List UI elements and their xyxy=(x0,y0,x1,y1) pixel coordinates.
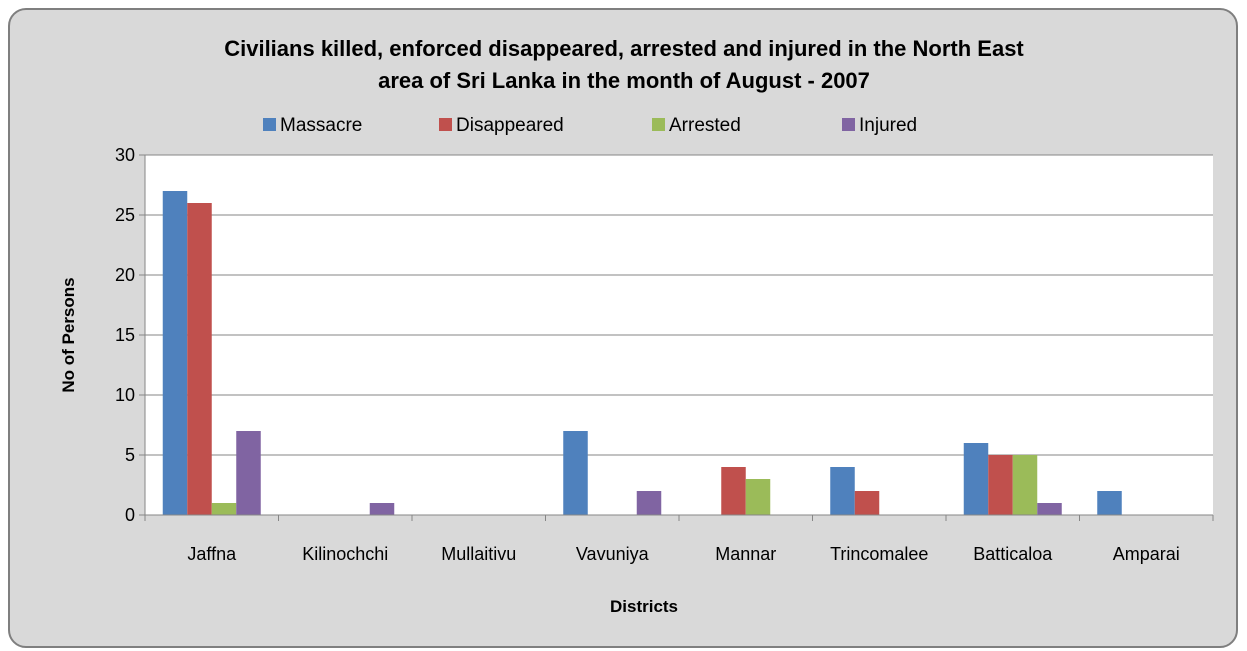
legend-label-massacre: Massacre xyxy=(280,115,362,136)
x-tick-label: Kilinochchi xyxy=(302,544,388,564)
y-axis-title: No of Persons xyxy=(59,277,78,392)
bar-injured xyxy=(369,503,395,515)
chart-title-line-2: area of Sri Lanka in the month of August… xyxy=(378,68,870,93)
x-tick-label: Jaffna xyxy=(187,544,237,564)
legend-label-arrested: Arrested xyxy=(669,115,741,136)
bar-injured xyxy=(236,431,261,515)
gridlines xyxy=(145,154,1213,456)
x-axis-ticks: Jaffna Kilinochchi Mullaitivu Vavuniya Manna… xyxy=(144,515,1214,564)
legend-swatch-injured xyxy=(842,118,855,131)
x-tick-label: Mullaitivu xyxy=(441,544,516,564)
bar-arrested xyxy=(211,503,237,515)
bar-disappeared xyxy=(721,467,746,515)
bar-disappeared xyxy=(187,203,212,515)
bar-massacre xyxy=(162,191,188,515)
chart-legend: Massacre Disappeared Arrested Injured xyxy=(263,115,917,136)
bar-massacre xyxy=(963,443,989,515)
x-tick-label: Batticaloa xyxy=(973,544,1053,564)
bar-injured xyxy=(636,491,662,515)
x-tick-label: Trincomalee xyxy=(830,544,928,564)
legend-label-disappeared: Disappeared xyxy=(456,115,564,136)
x-tick-label: Mannar xyxy=(715,544,776,564)
y-tick-label: 20 xyxy=(115,265,135,285)
legend-label-injured: Injured xyxy=(859,115,917,136)
bar-massacre xyxy=(1097,491,1122,515)
bar-arrested xyxy=(1012,455,1038,515)
y-tick-label: 10 xyxy=(115,385,135,405)
x-axis-title: Districts xyxy=(610,597,678,616)
x-tick-label: Amparai xyxy=(1113,544,1180,564)
y-tick-label: 25 xyxy=(115,205,135,225)
bars xyxy=(162,191,1122,515)
bar-disappeared xyxy=(854,491,880,515)
bar-massacre xyxy=(563,431,588,515)
legend-swatch-massacre xyxy=(263,118,276,131)
y-tick-label: 15 xyxy=(115,325,135,345)
bar-arrested xyxy=(745,479,771,515)
bar-injured xyxy=(1037,503,1062,515)
chart-title: Civilians killed, enforced disappeared, … xyxy=(224,36,1024,93)
y-tick-label: 5 xyxy=(125,445,135,465)
y-tick-label: 30 xyxy=(115,145,135,165)
y-axis-ticks: 0 5 10 15 20 25 30 xyxy=(115,145,145,525)
bar-massacre xyxy=(830,467,855,515)
chart-title-line-1: Civilians killed, enforced disappeared, … xyxy=(224,36,1024,61)
x-tick-label: Vavuniya xyxy=(576,544,650,564)
y-tick-label: 0 xyxy=(125,505,135,525)
bar-disappeared xyxy=(988,455,1013,515)
plot-area xyxy=(144,154,1213,516)
legend-swatch-arrested xyxy=(652,118,665,131)
legend-swatch-disappeared xyxy=(439,118,452,131)
